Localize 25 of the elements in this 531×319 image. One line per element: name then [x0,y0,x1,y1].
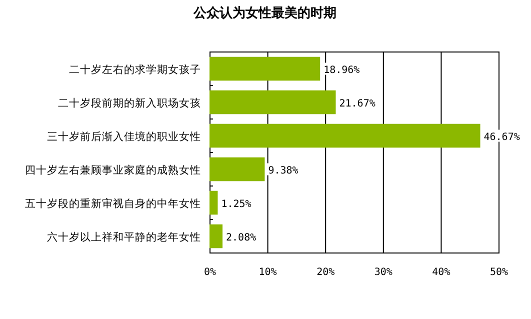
y-tick-label: 四十岁左右兼顾事业家庭的成熟女性 [25,163,201,176]
y-tick-label: 二十岁段前期的新入职场女孩 [58,96,201,110]
x-tick-label: 0% [204,267,216,278]
x-tick-label: 40% [432,267,450,278]
bar [210,56,320,81]
data-label: 9.38% [268,165,298,176]
data-label: 1.25% [221,198,252,210]
bar [210,90,336,114]
x-tick-label: 50% [490,267,508,278]
bar [210,190,218,215]
data-label: 18.96% [324,64,360,76]
y-tick-label: 三十岁前后渐入佳境的职业女性 [47,130,201,143]
data-label: 46.67% [484,132,520,143]
x-tick-label: 10% [258,267,277,278]
y-tick-label: 五十岁段的重新审视自身的中年女性 [25,196,201,210]
x-tick-label: 30% [374,267,392,278]
chart-title: 公众认为女性最美的时期 [192,5,336,21]
data-label: 2.08% [226,232,256,244]
bar [210,224,223,248]
y-tick-label: 六十岁以上祥和平静的老年女性 [47,230,201,244]
data-label: 21.67% [339,98,376,110]
y-tick-label: 二十岁左右的求学期女孩子 [69,62,201,76]
bar [210,124,480,148]
bar [210,157,265,182]
x-tick-label: 20% [316,267,335,278]
